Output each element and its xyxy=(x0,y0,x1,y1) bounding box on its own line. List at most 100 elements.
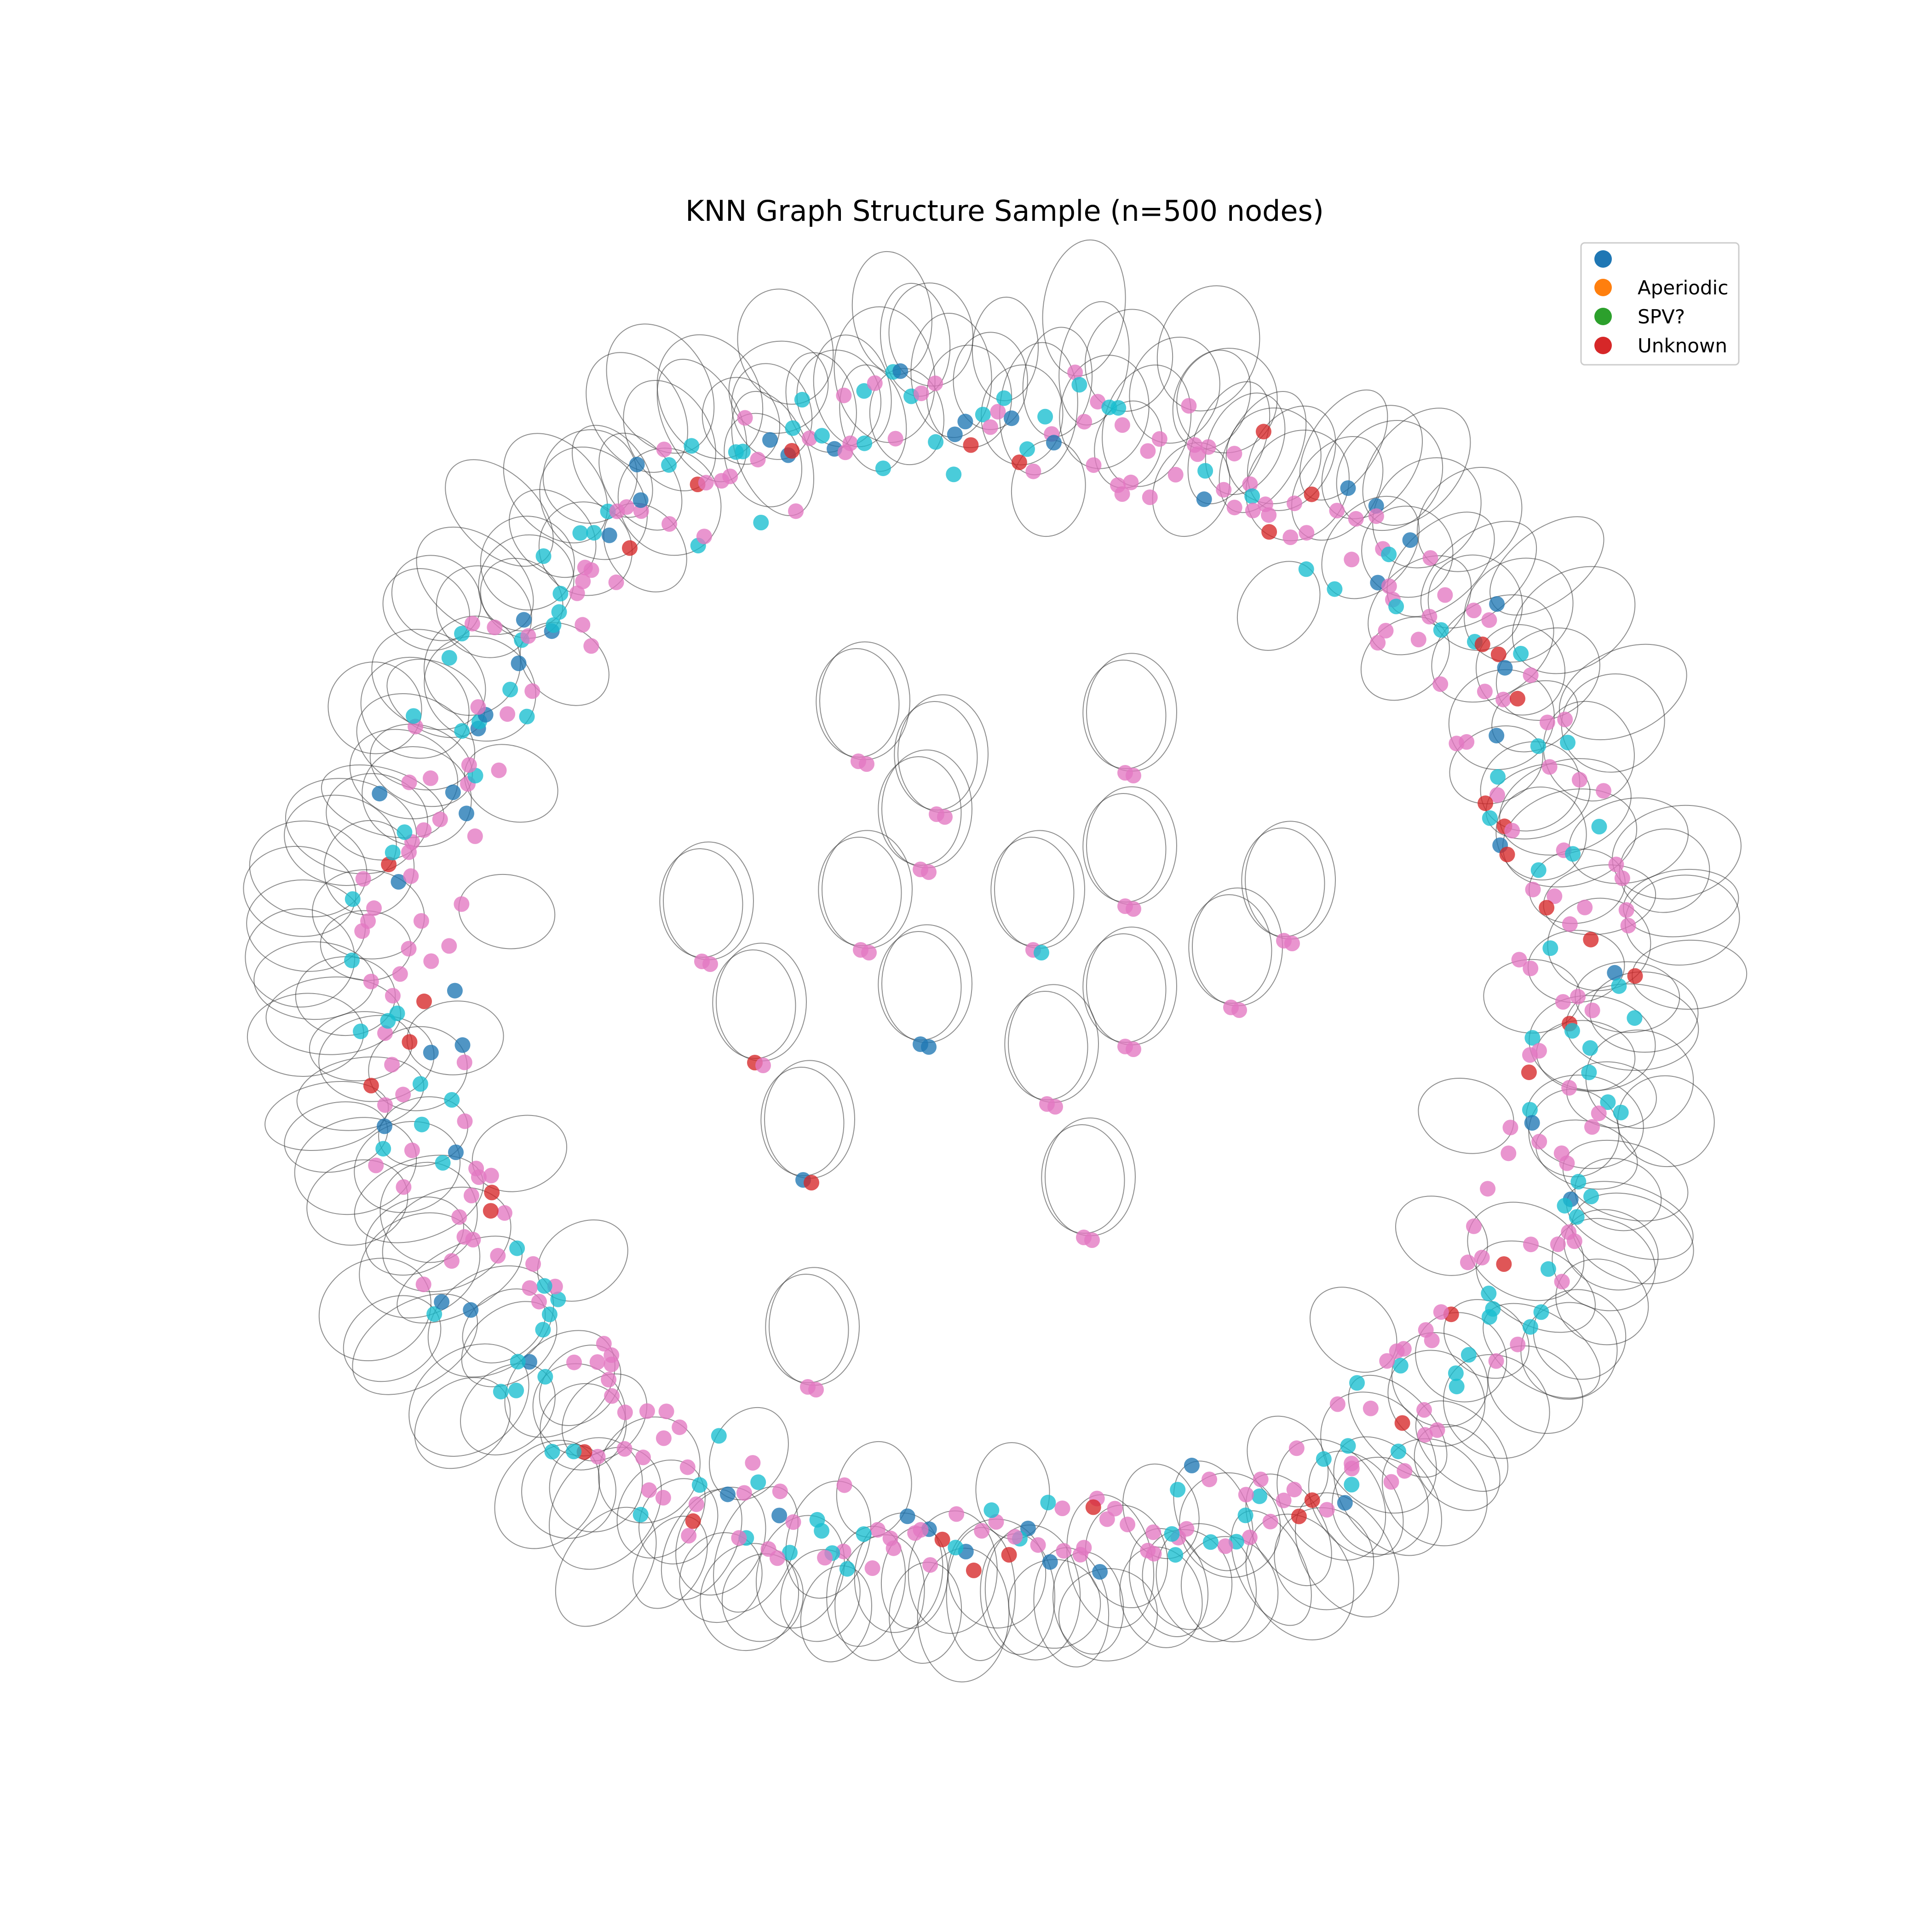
graph-node xyxy=(1383,1474,1399,1490)
graph-node xyxy=(1126,1041,1141,1057)
graph-node xyxy=(1344,552,1360,568)
graph-node xyxy=(608,574,624,590)
graph-node xyxy=(988,1514,1004,1530)
graph-node xyxy=(1570,989,1586,1005)
graph-node xyxy=(1216,482,1232,498)
graph-node xyxy=(1480,1181,1496,1197)
graph-node xyxy=(1504,822,1520,839)
graph-node xyxy=(1007,1529,1023,1545)
graph-node xyxy=(632,1506,649,1523)
graph-node xyxy=(1238,1487,1254,1503)
graph-node xyxy=(672,1419,688,1435)
graph-node xyxy=(459,805,474,822)
graph-node xyxy=(423,1045,439,1061)
graph-node xyxy=(470,699,486,715)
graph-node xyxy=(1184,1457,1200,1473)
graph-node xyxy=(983,1502,1000,1518)
graph-node xyxy=(696,529,712,545)
graph-node xyxy=(487,619,503,635)
graph-node xyxy=(596,1336,612,1351)
graph-node xyxy=(566,1354,582,1370)
graph-node xyxy=(1054,1501,1070,1516)
graph-node xyxy=(461,757,477,773)
graph-node xyxy=(434,1294,450,1310)
graph-node xyxy=(544,1443,560,1460)
graph-node xyxy=(1561,1080,1577,1096)
graph-node xyxy=(604,1388,620,1404)
graph-node xyxy=(1242,476,1258,492)
graph-node xyxy=(1608,857,1624,873)
graph-node xyxy=(366,900,382,916)
graph-node xyxy=(755,1058,771,1073)
graph-node xyxy=(996,390,1012,406)
graph-node xyxy=(922,1557,938,1573)
graph-node xyxy=(974,1523,990,1539)
graph-node xyxy=(1304,486,1320,502)
graph-node xyxy=(1004,410,1019,426)
graph-node xyxy=(784,443,800,459)
graph-node xyxy=(1067,364,1083,380)
graph-node xyxy=(537,1368,553,1385)
graph-node xyxy=(762,432,778,448)
graph-node xyxy=(1200,439,1216,455)
graph-node xyxy=(401,774,417,790)
graph-node xyxy=(639,1403,655,1419)
graph-node xyxy=(928,434,944,450)
graph-node xyxy=(804,1175,819,1190)
graph-node xyxy=(1437,587,1453,603)
graph-node xyxy=(1340,480,1356,496)
graph-node xyxy=(735,443,751,460)
graph-node xyxy=(1489,596,1505,612)
graph-node xyxy=(535,548,552,564)
graph-node xyxy=(1424,1332,1440,1348)
graph-node xyxy=(522,1354,537,1370)
legend-entry: Aperiodic xyxy=(1594,276,1728,299)
graph-node xyxy=(661,457,677,473)
graph-node xyxy=(656,442,672,457)
graph-node xyxy=(1344,1477,1360,1493)
graph-node xyxy=(1620,918,1636,934)
graph-node xyxy=(772,1484,788,1500)
graph-node xyxy=(376,1118,392,1134)
graph-node xyxy=(722,468,738,484)
graph-node xyxy=(1298,561,1314,577)
graph-node xyxy=(934,1531,950,1547)
graph-node xyxy=(859,756,874,772)
graph-node xyxy=(1244,488,1260,504)
graph-node xyxy=(1123,474,1139,490)
legend-marker xyxy=(1594,337,1612,354)
graph-node xyxy=(463,1302,479,1318)
graph-node xyxy=(395,1087,411,1103)
graph-node xyxy=(468,1161,484,1177)
graph-node xyxy=(1591,1105,1607,1121)
graph-node xyxy=(483,1203,499,1219)
graph-node xyxy=(1167,1547,1184,1563)
graph-node xyxy=(1319,1502,1335,1518)
graph-node xyxy=(1291,1508,1307,1524)
graph-node xyxy=(1539,714,1555,730)
graph-node xyxy=(1466,1218,1482,1234)
graph-node xyxy=(344,952,360,968)
graph-node xyxy=(720,1486,736,1502)
graph-node xyxy=(396,1179,412,1195)
graph-node xyxy=(921,1039,937,1055)
graph-node xyxy=(1550,1236,1566,1252)
graph-node xyxy=(947,426,963,443)
graph-node xyxy=(423,953,439,969)
graph-node xyxy=(1237,1507,1254,1524)
graph-node xyxy=(771,1507,788,1524)
legend: Aperiodic SPV? Unknown xyxy=(1580,242,1740,366)
graph-node xyxy=(983,419,998,435)
graph-node xyxy=(1417,1427,1433,1443)
nodes-layer xyxy=(344,363,1643,1580)
graph-node xyxy=(1565,846,1581,862)
graph-node xyxy=(1151,431,1167,447)
graph-node xyxy=(441,650,457,666)
graph-node xyxy=(493,1384,509,1400)
graph-node xyxy=(385,988,401,1004)
graph-node xyxy=(1071,377,1087,393)
graph-node xyxy=(1316,1451,1332,1467)
graph-node xyxy=(990,404,1006,420)
graph-node xyxy=(1370,635,1386,651)
graph-node xyxy=(679,1459,696,1475)
